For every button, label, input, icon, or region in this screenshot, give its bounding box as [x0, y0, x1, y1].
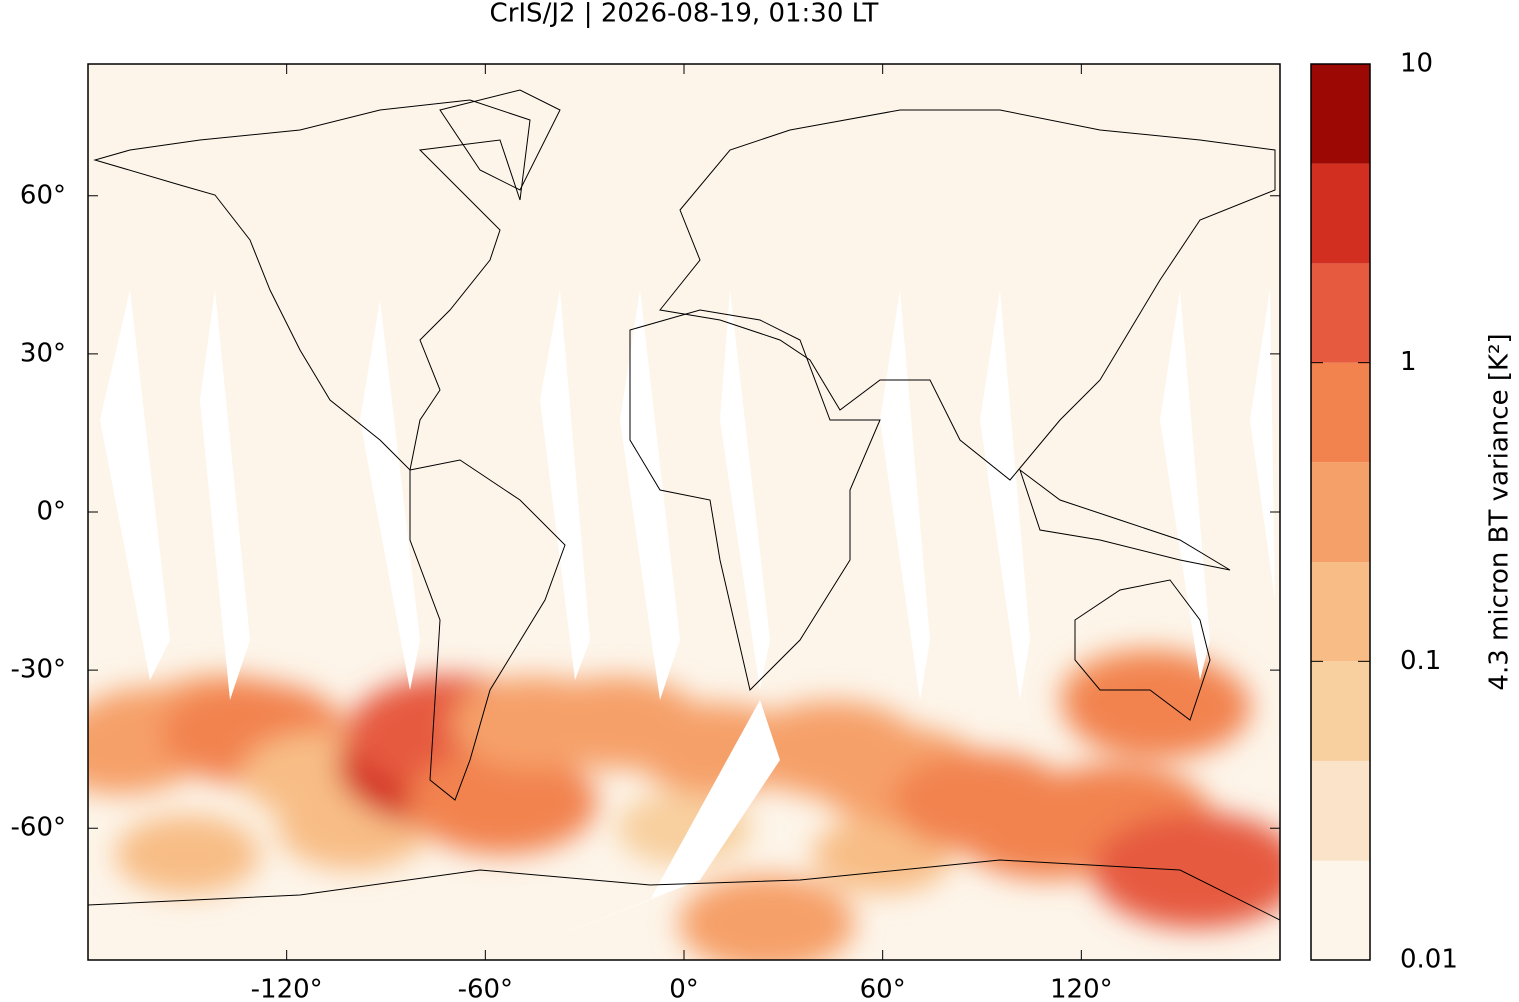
- map-area: [88, 64, 1280, 960]
- variance-blob: [406, 749, 598, 855]
- chart-title: CrIS/J2 | 2026-08-19, 01:30 LT: [490, 0, 879, 29]
- y-tick-label: -60°: [11, 813, 66, 843]
- y-tick-label: 60°: [20, 180, 66, 210]
- variance-blob: [1064, 655, 1251, 759]
- colorbar-frame: [1310, 63, 1371, 961]
- colorbar-band: [1311, 462, 1370, 563]
- x-tick-label: -60°: [458, 975, 513, 1002]
- colorbar-band: [1311, 263, 1370, 363]
- colorbar-band: [1311, 661, 1370, 761]
- colorbar-band: [1311, 562, 1370, 662]
- swath-gaps: [100, 290, 1275, 950]
- x-tick-label: 120°: [1050, 975, 1113, 1002]
- variance-blob: [1091, 812, 1280, 929]
- colorbar-band: [1311, 64, 1370, 164]
- y-tick-label: 0°: [36, 497, 66, 527]
- colorbar-band: [1311, 362, 1370, 463]
- colorbar: [1311, 64, 1370, 960]
- variance-blob: [678, 874, 855, 960]
- colorbar-label: 4.3 micron BT variance [K²]: [1485, 333, 1515, 690]
- y-tick-label: -30°: [11, 655, 66, 685]
- colorbar-tick-label: 0.1: [1400, 646, 1441, 676]
- colorbar-band: [1311, 860, 1370, 960]
- colorbar-tick-label: 10: [1400, 49, 1433, 79]
- y-tick-label: 30°: [20, 338, 66, 368]
- variance-blob: [114, 814, 260, 895]
- colorbar-tick-label: 1: [1400, 347, 1417, 377]
- colorbar-band: [1311, 760, 1370, 861]
- x-tick-label: 0°: [669, 975, 699, 1002]
- colorbar-tick-label: 0.01: [1400, 945, 1458, 975]
- x-tick-label: -120°: [251, 975, 323, 1002]
- x-tick-label: 60°: [860, 975, 906, 1002]
- colorbar-band: [1311, 163, 1370, 264]
- coastlines: [88, 89, 1280, 921]
- variance-field: [88, 648, 1280, 960]
